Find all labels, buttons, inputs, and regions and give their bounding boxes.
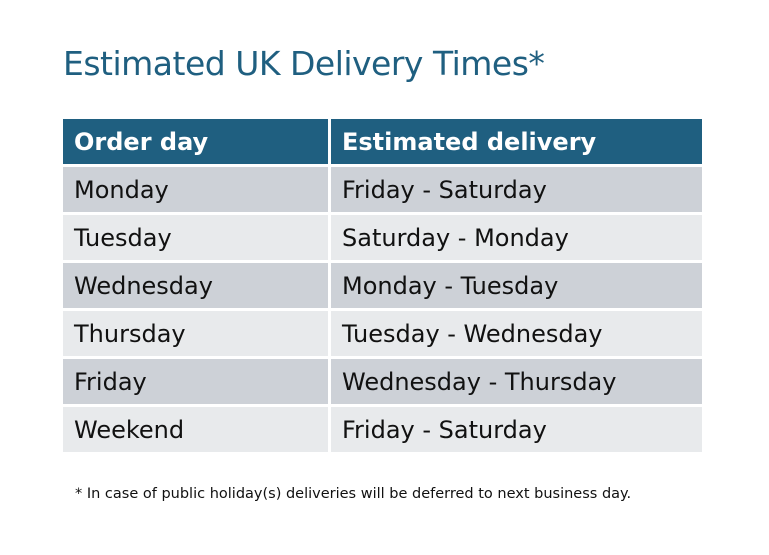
estimated-delivery-cell: Wednesday - Thursday <box>331 359 702 404</box>
estimated-delivery-cell: Monday - Tuesday <box>331 263 702 308</box>
column-header-order-day: Order day <box>63 119 328 164</box>
estimated-delivery-cell: Tuesday - Wednesday <box>331 311 702 356</box>
column-header-estimated-delivery: Estimated delivery <box>331 119 702 164</box>
table-row: Monday Friday - Saturday <box>63 167 702 212</box>
page-title: Estimated UK Delivery Times* <box>63 44 545 83</box>
order-day-cell: Tuesday <box>63 215 328 260</box>
table-row: Thursday Tuesday - Wednesday <box>63 311 702 356</box>
estimated-delivery-cell: Friday - Saturday <box>331 167 702 212</box>
order-day-cell: Wednesday <box>63 263 328 308</box>
table-row: Weekend Friday - Saturday <box>63 407 702 452</box>
table-row: Tuesday Saturday - Monday <box>63 215 702 260</box>
order-day-cell: Friday <box>63 359 328 404</box>
table-row: Wednesday Monday - Tuesday <box>63 263 702 308</box>
delivery-times-table: Order day Estimated delivery Monday Frid… <box>60 116 705 455</box>
estimated-delivery-cell: Friday - Saturday <box>331 407 702 452</box>
order-day-cell: Thursday <box>63 311 328 356</box>
table-row: Friday Wednesday - Thursday <box>63 359 702 404</box>
order-day-cell: Weekend <box>63 407 328 452</box>
table-header-row: Order day Estimated delivery <box>63 119 702 164</box>
estimated-delivery-cell: Saturday - Monday <box>331 215 702 260</box>
footnote: * In case of public holiday(s) deliverie… <box>75 486 632 502</box>
order-day-cell: Monday <box>63 167 328 212</box>
